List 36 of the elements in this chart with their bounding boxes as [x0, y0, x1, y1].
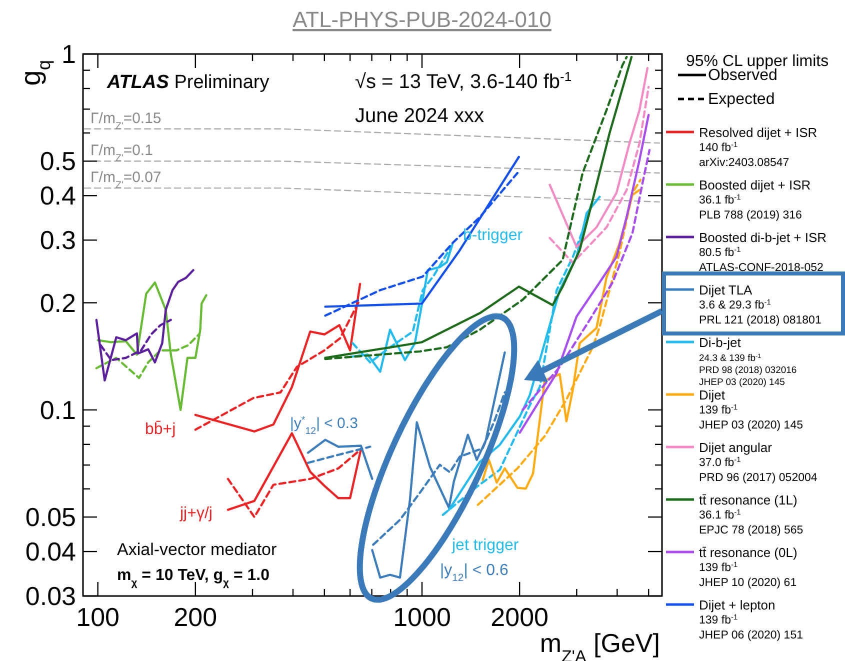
- legend-label: Observed: [708, 67, 778, 84]
- y-tick-label: 0.05: [25, 502, 76, 532]
- legend-label: Boosted dijet + ISR 36.1 fb$^{-1}$ PLB 788 (2019) 316: [699, 178, 811, 222]
- legend-label: Boosted di-b-jet + ISR 80.5 fb$^{-1}$ ATLAS-CONF-2018-052: [699, 230, 827, 274]
- y-tick-label: 0.1: [40, 394, 76, 425]
- y-tick-label: 0.5: [40, 146, 76, 176]
- annotation: √s = 13 TeV, 3.6-140 fb$^{-1}$: [355, 68, 572, 93]
- chart-title: ATL-PHYS-PUB-2024-010: [292, 7, 552, 32]
- annotation: bb̄+j: [145, 420, 176, 438]
- x-tick-label: 1000: [393, 602, 451, 632]
- legend-label: Dijet TLA 3.6 & 29.3 fb$^{-1}$ PRL 121 (2018) 081801: [699, 282, 822, 326]
- legend-label: tt̄ resonance (1L) 36.1 fb$^{-1}$ EPJC 78 (2018) 565: [699, 492, 804, 536]
- annotation: m$_{χ}$ = 10 TeV, g$_{χ}$ = 1.0: [117, 567, 270, 588]
- y-tick-label: 0.4: [40, 180, 76, 211]
- legend-label: Dijet angular 37.0 fb$^{-1}$ PRD 96 (2017) 052004: [699, 440, 818, 484]
- y-tick-label: 0.3: [40, 225, 76, 256]
- annotation: jj+γ/j: [179, 505, 212, 522]
- annotation: ATLAS Preliminary: [106, 72, 270, 93]
- legend-label: Dijet + lepton 139 fb$^{-1}$ JHEP 06 (2020) 151: [699, 598, 803, 642]
- x-tick-label: 200: [174, 602, 218, 632]
- legend-label: Dijet 139 fb$^{-1}$ JHEP 03 (2020) 145: [699, 388, 803, 432]
- annotation: Axial-vector mediator: [117, 540, 278, 559]
- legend-label: Expected: [708, 91, 775, 108]
- legend-label: tt̄ resonance (0L) 139 fb$^{-1}$ JHEP 10 (2020) 61: [699, 545, 798, 589]
- y-tick-label: 0.03: [25, 581, 76, 611]
- annotation: June 2024 xxx: [355, 105, 484, 127]
- annotation: jet trigger: [451, 537, 520, 554]
- x-tick-label: 100: [76, 602, 120, 632]
- annotation: |y$_{12}$| < 0.6: [440, 562, 508, 584]
- x-tick-label: 2000: [490, 602, 549, 632]
- y-tick-label: 1: [62, 39, 76, 69]
- y-tick-label: 0.04: [25, 536, 76, 567]
- annotation: |y$^{*}$$_{12}$| < 0.3: [290, 414, 358, 436]
- legend-label: Resolved dijet + ISR 140 fb$^{-1}$ arXiv:2403.08547: [699, 125, 818, 169]
- legend-label: Di-b-jet 24.3 & 139 fb$^{-1}$ PRD 98 (2018) 032016 JHEP 03 (2020) 145: [699, 335, 797, 388]
- y-tick-label: 0.2: [40, 288, 76, 318]
